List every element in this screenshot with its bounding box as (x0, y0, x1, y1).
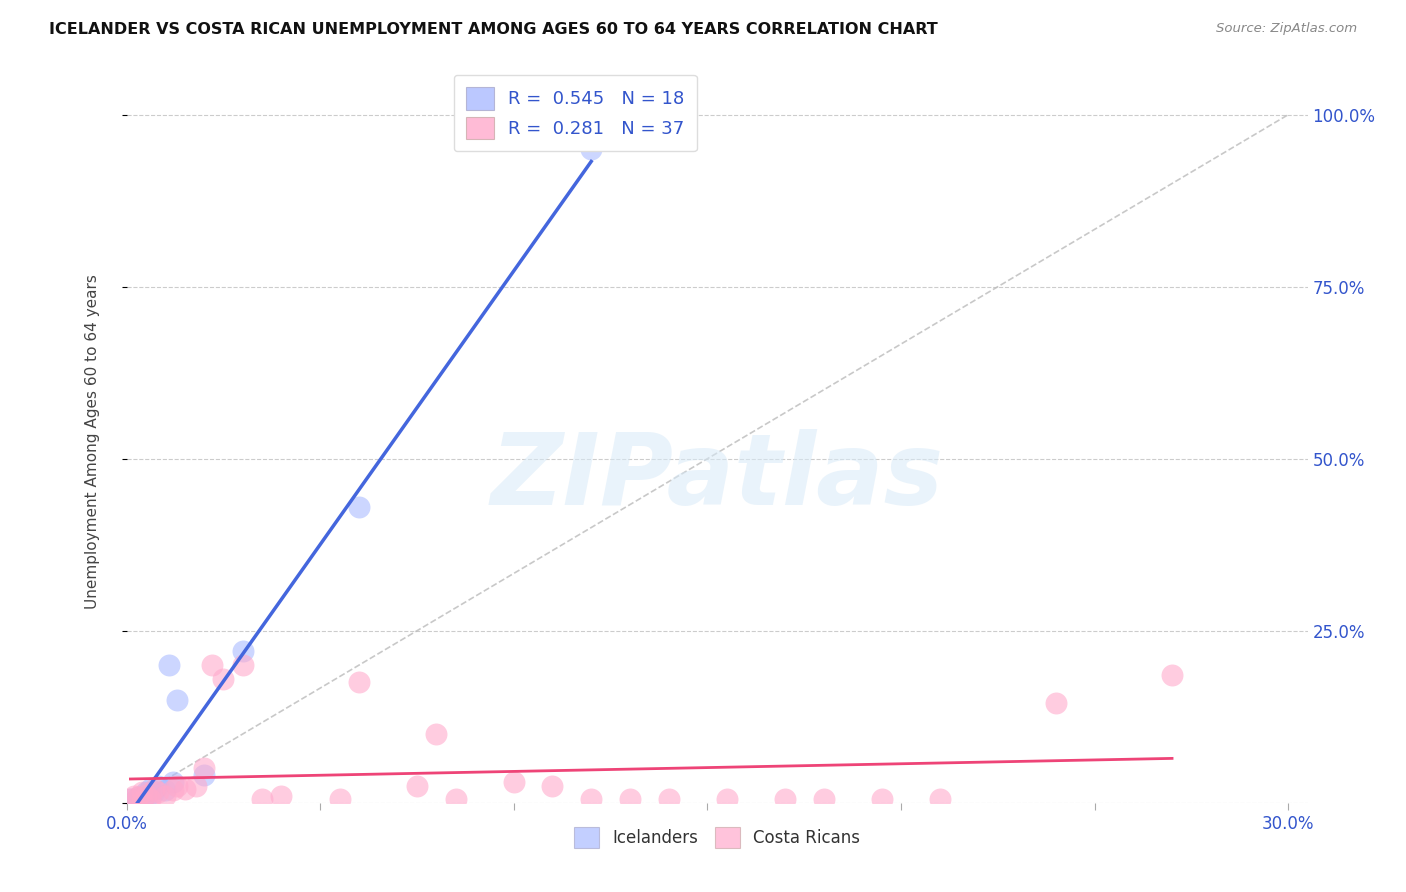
Point (131, 794, 153, 808)
Text: ICELANDER VS COSTA RICAN UNEMPLOYMENT AMONG AGES 60 TO 64 YEARS CORRELATION CHAR: ICELANDER VS COSTA RICAN UNEMPLOYMENT AM… (49, 22, 938, 37)
Point (142, 785, 165, 799)
Y-axis label: Unemployment Among Ages 60 to 64 years: Unemployment Among Ages 60 to 64 years (86, 274, 100, 609)
Point (1045, 696, 1067, 710)
Point (193, 768, 215, 782)
Point (139, 782, 162, 797)
Point (146, 779, 169, 793)
Point (541, 779, 564, 793)
Point (250, 792, 273, 806)
Point (425, 727, 447, 741)
Point (773, 792, 796, 806)
Point (870, 792, 893, 806)
Point (232, 658, 254, 673)
Point (166, 779, 188, 793)
Point (146, 785, 169, 799)
Point (328, 792, 350, 806)
Point (142, 782, 165, 797)
Point (406, 779, 429, 793)
Text: Source: ZipAtlas.com: Source: ZipAtlas.com (1216, 22, 1357, 36)
Point (139, 792, 162, 806)
Point (186, 779, 208, 793)
Point (166, 692, 188, 706)
Point (127, 790, 149, 805)
Point (347, 675, 370, 690)
Point (155, 783, 177, 797)
Point (502, 775, 524, 789)
Point (135, 792, 157, 806)
Point (658, 792, 681, 806)
Point (173, 782, 195, 797)
Point (193, 761, 215, 775)
Point (347, 500, 370, 514)
Point (232, 644, 254, 658)
Point (155, 789, 177, 803)
Point (162, 783, 184, 797)
Point (619, 792, 641, 806)
Legend: Icelanders, Costa Ricans: Icelanders, Costa Ricans (562, 816, 872, 860)
Point (124, 794, 146, 808)
Point (212, 672, 235, 686)
Point (157, 658, 180, 673)
Point (579, 142, 602, 156)
Point (120, 792, 142, 806)
Text: ZIPatlas: ZIPatlas (491, 429, 943, 526)
Point (131, 785, 153, 799)
Point (127, 790, 149, 805)
Point (444, 792, 467, 806)
Point (579, 792, 602, 806)
Point (270, 789, 292, 803)
Point (716, 792, 738, 806)
Point (124, 789, 146, 803)
Point (131, 794, 153, 808)
Point (120, 792, 142, 806)
Point (813, 792, 835, 806)
Point (135, 788, 157, 802)
Point (1161, 668, 1184, 682)
Point (135, 785, 157, 799)
Point (928, 792, 950, 806)
Point (162, 775, 184, 789)
Point (201, 658, 224, 673)
Point (127, 791, 149, 805)
